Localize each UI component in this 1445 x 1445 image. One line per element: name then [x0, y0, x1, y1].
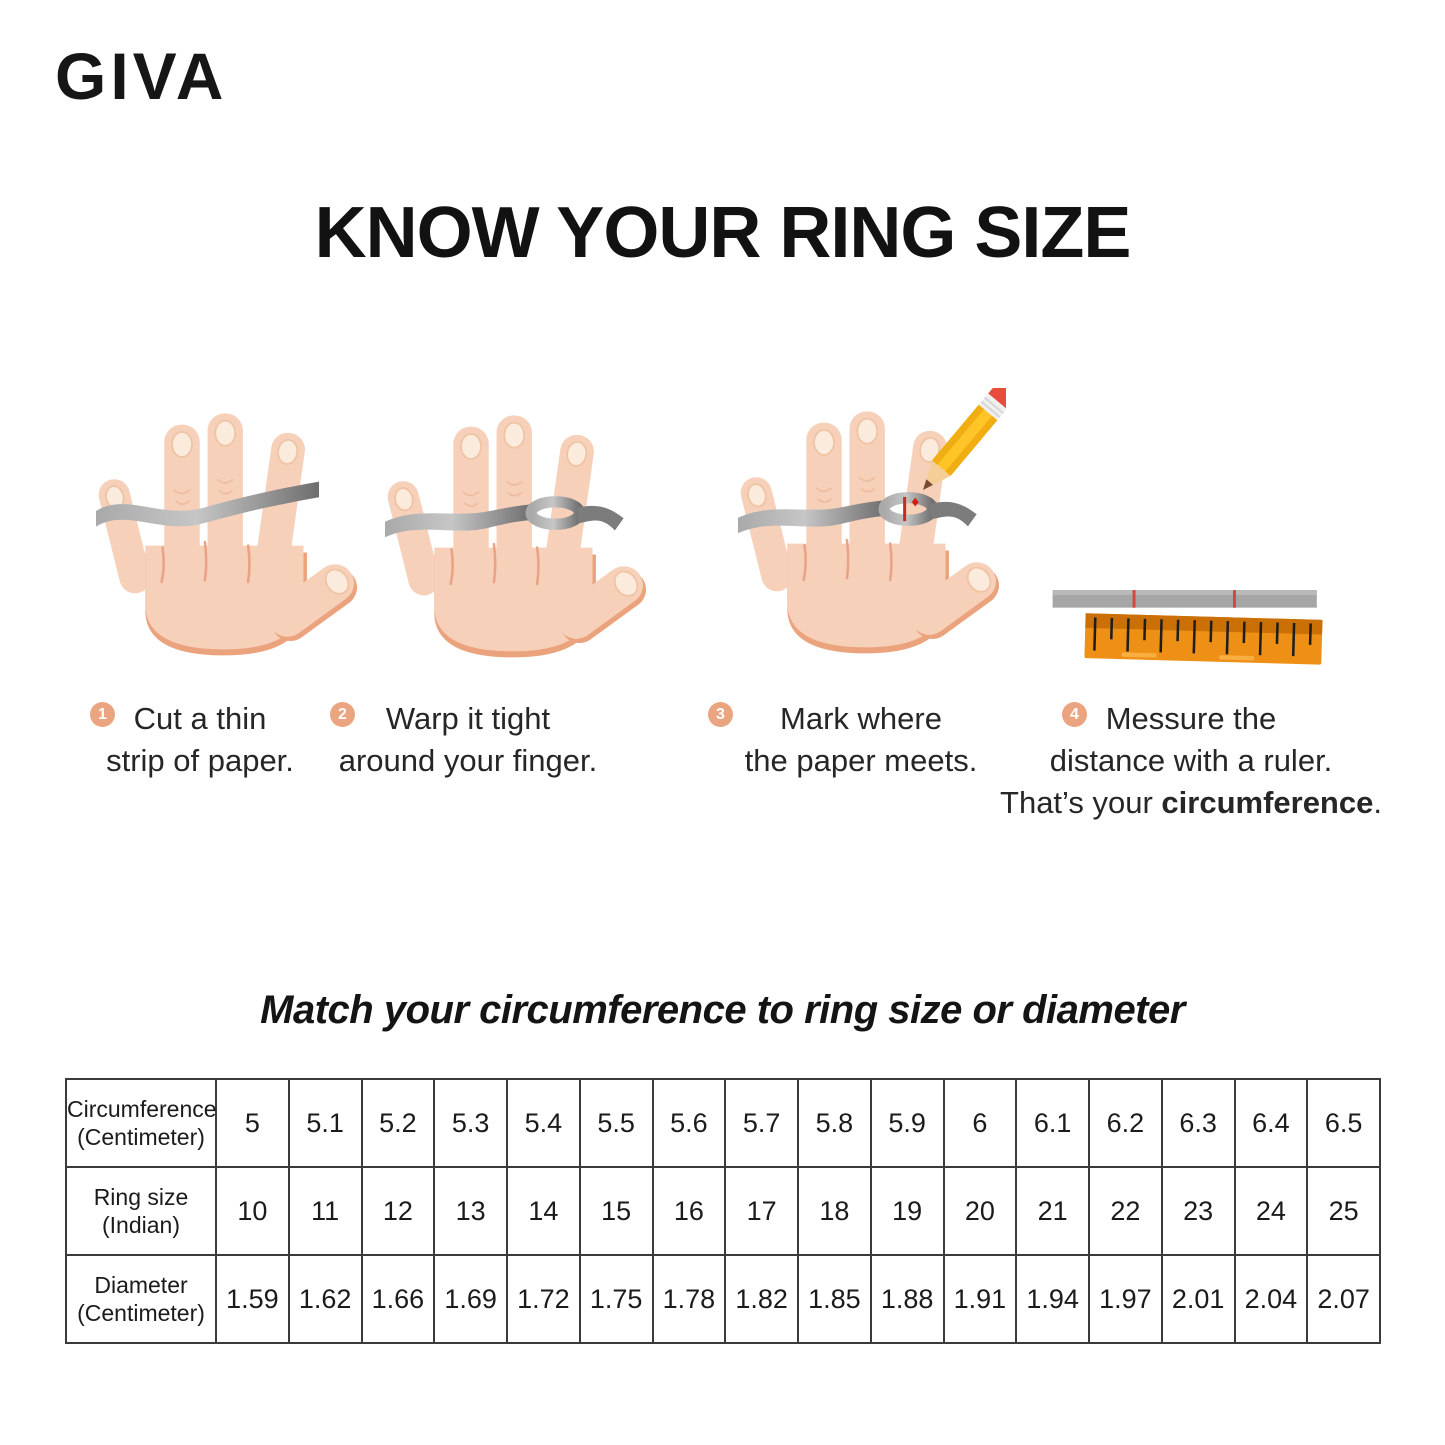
table-cell: 14	[506, 1166, 581, 1256]
step-3-caption: 3 Mark where the paper meets.	[706, 698, 1016, 782]
step-1-caption: 1 Cut a thin strip of paper.	[85, 698, 315, 782]
table-cell: 12	[360, 1166, 436, 1256]
table-cell: 18	[797, 1166, 872, 1256]
table-cell: 6.2	[1088, 1078, 1163, 1168]
step-3-text: Mark where the paper meets.	[706, 698, 1016, 782]
row-header: Diameter (Centimeter)	[65, 1254, 217, 1344]
table-row: Ring size (Indian) 10 11 12 13 14 15 16 17 18 19 20 2…	[65, 1166, 1381, 1256]
table-cell: 5.4	[506, 1078, 581, 1168]
step-line: That’s your circumference.	[1000, 785, 1382, 820]
step-line: Cut a thin	[133, 701, 267, 736]
ring-size-table: Circumference (Centimeter) 5 5.1 5.2 5.3 5.4 5.…	[65, 1078, 1381, 1344]
hand-wrap-finger-icon	[385, 414, 653, 659]
row-header: Ring size (Indian)	[65, 1166, 217, 1256]
table-cell: 1.78	[651, 1254, 727, 1344]
row-header: Circumference (Centimeter)	[65, 1078, 217, 1168]
table-cell: 16	[651, 1166, 727, 1256]
step-line: distance with a ruler.	[1049, 743, 1333, 778]
table-cell: 1.72	[506, 1254, 581, 1344]
table-cell: 1.82	[724, 1254, 799, 1344]
table-cell: 6.1	[1015, 1078, 1090, 1168]
table-cell: 5.7	[724, 1078, 799, 1168]
step-2-caption: 2 Warp it tight around your finger.	[330, 698, 606, 782]
table-cell: 5.3	[433, 1078, 508, 1168]
page-title: KNOW YOUR RING SIZE	[314, 193, 1132, 273]
table-cell: 5.9	[869, 1078, 945, 1168]
pencil-icon	[923, 388, 1006, 491]
step-1-text: Cut a thin strip of paper.	[85, 698, 315, 782]
step-line: the paper meets.	[744, 743, 978, 778]
step-1-badge: 1	[90, 702, 115, 727]
table-cell: 1.97	[1088, 1254, 1163, 1344]
table-cell: 20	[942, 1166, 1018, 1256]
table-cell: 21	[1015, 1166, 1090, 1256]
table-cell: 5.2	[360, 1078, 436, 1168]
step-4-caption: 4 Messure the distance with a ruler. That’…	[992, 698, 1390, 824]
table-cell: 5	[215, 1078, 290, 1168]
table-cell: 1.69	[433, 1254, 508, 1344]
table-cell: 24	[1233, 1166, 1309, 1256]
table-title: Match your circumference to ring size or…	[260, 988, 1185, 1032]
table-cell: 2.04	[1233, 1254, 1309, 1344]
step-line: Messure the	[1105, 701, 1277, 736]
table-cell: 1.94	[1015, 1254, 1090, 1344]
table-cell: 1.85	[797, 1254, 872, 1344]
hand-pencil-mark-icon	[738, 388, 1006, 655]
table-cell: 1.75	[578, 1254, 654, 1344]
table-cell: 1.66	[360, 1254, 436, 1344]
table-cell: 5.5	[578, 1078, 654, 1168]
table-row: Circumference (Centimeter) 5 5.1 5.2 5.3 5.4 5.…	[65, 1078, 1381, 1168]
table-row: Diameter (Centimeter) 1.59 1.62 1.66 1.69 1.72…	[65, 1254, 1381, 1344]
step-line: Warp it tight	[385, 701, 551, 736]
table-cell: 6.4	[1233, 1078, 1309, 1168]
table-cell: 11	[287, 1166, 363, 1256]
table-cell: 5.1	[287, 1078, 363, 1168]
table-cell: 19	[869, 1166, 945, 1256]
table-cell: 1.88	[869, 1254, 945, 1344]
table-cell: 6.3	[1160, 1078, 1236, 1168]
step-4-text: Messure the distance with a ruler. That’s …	[992, 698, 1390, 824]
paper-strip-ruler-icon	[1052, 590, 1323, 665]
table-cell: 5.8	[797, 1078, 872, 1168]
step-2-text: Warp it tight around your finger.	[330, 698, 606, 782]
step-4-badge: 4	[1062, 702, 1087, 727]
step-line: strip of paper.	[106, 743, 294, 778]
table-cell: 22	[1088, 1166, 1163, 1256]
table-cell: 1.59	[215, 1254, 290, 1344]
table-cell: 6.5	[1306, 1078, 1381, 1168]
step-line: Mark where	[780, 701, 942, 736]
table-cell: 23	[1160, 1166, 1236, 1256]
red-mark	[903, 496, 907, 522]
table-cell: 25	[1306, 1166, 1381, 1256]
step-line: around your finger.	[338, 743, 598, 778]
table-cell: 6	[942, 1078, 1018, 1168]
step-3-badge: 3	[708, 702, 733, 727]
brand-logo: GIVA	[55, 39, 228, 113]
table-cell: 17	[724, 1166, 799, 1256]
table-cell: 13	[433, 1166, 508, 1256]
table-cell: 10	[215, 1166, 290, 1256]
table-cell: 2.07	[1306, 1254, 1381, 1344]
table-cell: 2.01	[1160, 1254, 1236, 1344]
table-cell: 1.91	[942, 1254, 1018, 1344]
table-cell: 1.62	[287, 1254, 363, 1344]
table-cell: 15	[578, 1166, 654, 1256]
table-cell: 5.6	[651, 1078, 727, 1168]
step-2-badge: 2	[330, 702, 355, 727]
hand-paper-strip-icon	[96, 412, 364, 657]
